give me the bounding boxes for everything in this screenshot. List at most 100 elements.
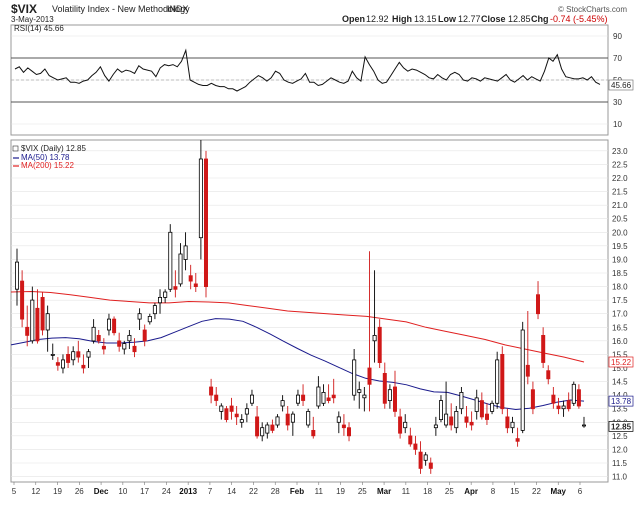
chg-label: Chg [531,14,549,24]
candle-body [188,275,193,282]
candle-body [398,416,403,434]
candle-body [469,421,474,426]
candle-body [183,245,188,260]
price-tick-label: 15.0 [612,364,628,373]
candle-body [91,326,96,342]
candle-body [346,427,351,437]
candle-body [551,394,556,404]
candle-body [479,400,484,418]
rsi-tick-label: 70 [613,54,622,63]
price-tick-label: 20.5 [612,215,628,224]
candle-body [66,353,71,363]
candle-body [214,394,219,401]
candle-body [50,353,55,356]
candle-body [96,334,101,342]
price-tick-label: 16.0 [612,337,628,346]
candle-body [541,334,546,363]
chg-value: -0.74 (-5.45%) [550,14,608,24]
legend-candle-icon [12,145,19,152]
candle-body [362,394,367,399]
ma50-tag-box [608,395,634,407]
price-tick-label: 19.0 [612,255,628,264]
price-tick-label: 11.0 [612,473,628,482]
ma50-label: MA(50) 13.78 [21,153,70,162]
candle-body [490,402,495,412]
price-tick-label: 17.0 [612,310,628,319]
date-tick-label: 19 [336,487,345,496]
candle-body [107,318,112,331]
price-tick-label: 19.5 [612,242,628,251]
date-tick-label: Mar [377,487,391,496]
price-tick-label: 22.0 [612,174,628,183]
ma50-tag-value: 13.78 [611,397,632,406]
rsi-tick-label: 10 [613,120,622,129]
chart-date: 3-May-2013 [11,15,54,24]
candle-body [40,296,45,331]
candle-body [576,389,581,407]
candle-body [280,400,285,407]
close-value: 12.85 [508,14,531,24]
date-tick-label: 25 [358,487,367,496]
candle-body [321,391,326,404]
candle-body [219,405,224,412]
candle-body [265,424,270,434]
candle-body [336,416,341,423]
candle-body [566,400,571,410]
candle-body [61,359,66,369]
candle-body [311,429,316,437]
candle-body [433,424,438,429]
candle-body [454,410,459,429]
low-value: 12.77 [458,14,481,24]
candle-body [582,424,587,427]
candle-body [193,283,198,287]
exchange-label: INDX [167,4,189,14]
price-label: $VIX (Daily) 12.85 [21,144,86,153]
candle-body [525,364,530,377]
candle-body [423,454,428,461]
candle-body [260,427,265,437]
candle-body [392,386,397,412]
candle-body [173,286,178,290]
price-legend: $VIX (Daily) 12.85 MA(50) 13.78 MA(200) … [12,144,86,170]
candle-body [500,353,505,410]
chart-header: $VIX Volatility Index - New Methodology … [11,2,627,24]
candle-body [546,370,551,380]
rsi-current-tag [608,79,634,91]
candle-body [178,253,183,285]
price-tick-label: 23.0 [612,147,628,156]
date-tick-label: Dec [94,487,109,496]
candle-body [444,413,449,426]
candle-body [536,294,541,315]
date-tick-label: 8 [491,487,496,496]
candle-body [14,261,19,290]
rsi-tick-label: 30 [613,98,622,107]
price-tick-label: 14.0 [612,391,628,400]
price-tick-label: 18.0 [612,283,628,292]
candle-body [326,397,331,401]
candle-body [81,364,86,369]
close-tag-value: 12.85 [611,422,632,431]
price-panel: 11.011.512.012.513.013.514.014.515.015.5… [10,139,634,496]
date-tick-label: 26 [75,487,84,496]
date-tick-label: 19 [53,487,62,496]
price-tick-label: 12.5 [612,432,628,441]
candle-body [112,318,117,334]
date-tick-label: 2013 [179,487,197,496]
candle-body [122,343,127,350]
candle-body [157,296,162,304]
candle-body [25,326,30,336]
candle-body [561,405,566,410]
date-tick-label: 25 [445,487,454,496]
candle-body [275,416,280,426]
rsi-current-value: 45.66 [611,81,632,90]
candle-body [20,280,25,320]
value-tags: 15.22 13.78 12.85 [608,356,634,432]
ma200-line [10,290,585,363]
ma200-tag-value: 15.22 [611,358,632,367]
rsi-line [14,48,601,92]
candle-body [45,313,50,331]
rsi-gridlines [11,35,608,125]
candle-body [571,383,576,404]
open-label: Open [342,14,365,24]
candle-body [142,329,147,342]
